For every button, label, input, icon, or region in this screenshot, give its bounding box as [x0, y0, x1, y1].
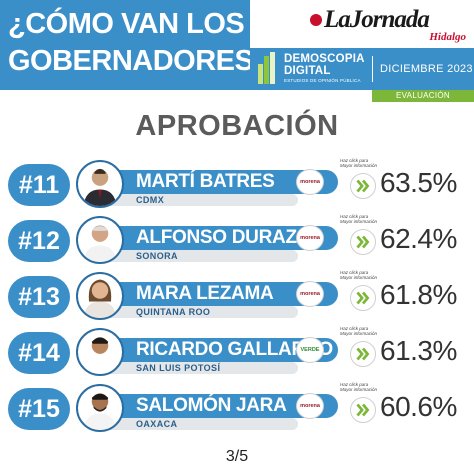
- ranking-row: #14 RICARDO GALLARDO SAN LUIS POTOSÍ VER…: [0, 326, 474, 380]
- approval-value: 62.4%: [380, 223, 457, 254]
- double-chevron-right-icon: [356, 179, 370, 193]
- person-icon: [83, 279, 117, 318]
- click-note-line-1: Haz click para: [340, 382, 369, 387]
- ranking-row: #12 ALFONSO DURAZO SONORA morena Haz cli…: [0, 214, 474, 268]
- double-chevron-right-icon: [356, 291, 370, 305]
- rank-badge: #15: [8, 388, 70, 430]
- click-note: Haz click para Mayor información: [340, 326, 377, 336]
- more-info-button[interactable]: [350, 229, 376, 255]
- click-note-line-2: Mayor información: [340, 163, 378, 168]
- survey-date: DICIEMBRE 2023: [380, 63, 473, 75]
- party-label: VERDE: [300, 347, 320, 353]
- party-label: morena: [300, 291, 320, 297]
- governor-name: RICARDO GALLARDO: [136, 339, 333, 360]
- pollster-name-line-2: DIGITAL: [284, 65, 331, 77]
- logo-dot-icon: [310, 14, 322, 26]
- rank-badge: #11: [8, 164, 70, 206]
- party-logo: morena: [296, 281, 324, 307]
- more-info-button[interactable]: [350, 341, 376, 367]
- click-note: Haz click para Mayor información: [340, 382, 377, 392]
- governor-name: MARA LEZAMA: [136, 283, 274, 304]
- party-label: morena: [300, 403, 320, 409]
- la-jornada-logo[interactable]: LaJornada Hidalgo: [310, 6, 470, 43]
- state-bar: CDMX: [108, 194, 298, 206]
- ranking-row: #15 SALOMÓN JARA OAXACA morena Haz click…: [0, 382, 474, 436]
- approval-value: 63.5%: [380, 167, 457, 198]
- governor-state: QUINTANA ROO: [136, 307, 211, 317]
- click-note: Haz click para Mayor información: [340, 158, 377, 168]
- state-bar: SAN LUIS POTOSÍ: [108, 362, 298, 374]
- logo-name: LaJornada: [324, 6, 430, 33]
- party-label: morena: [300, 179, 320, 185]
- click-note-line-2: Mayor información: [340, 331, 378, 336]
- double-chevron-right-icon: [356, 235, 370, 249]
- header-banner: [0, 0, 250, 90]
- approval-value: 60.6%: [380, 391, 457, 422]
- state-bar: OAXACA: [108, 418, 298, 430]
- person-icon: [83, 168, 117, 206]
- party-logo: morena: [296, 393, 324, 419]
- approval-value: 61.3%: [380, 335, 457, 366]
- governor-photo: [76, 272, 124, 320]
- governor-name: ALFONSO DURAZO: [136, 227, 312, 248]
- governor-state: SONORA: [136, 251, 178, 261]
- section-title: APROBACIÓN: [135, 110, 339, 142]
- pollster-tagline: ESTUDIOS DE OPINIÓN PÚBLICA: [284, 78, 361, 83]
- rank-badge: #12: [8, 220, 70, 262]
- click-note: Haz click para Mayor información: [340, 270, 377, 280]
- rank-badge: #14: [8, 332, 70, 374]
- governor-photo: [76, 384, 124, 432]
- person-icon: [83, 337, 117, 374]
- headline-line-2: GOBERNADORES?: [8, 45, 271, 77]
- governor-name: SALOMÓN JARA: [136, 395, 287, 416]
- governor-state: CDMX: [136, 195, 165, 205]
- double-chevron-right-icon: [356, 347, 370, 361]
- evaluation-label: EVALUACIÓN: [372, 90, 474, 102]
- more-info-button[interactable]: [350, 397, 376, 423]
- governor-photo: [76, 216, 124, 264]
- double-chevron-right-icon: [356, 403, 370, 417]
- governor-state: OAXACA: [136, 419, 178, 429]
- pollster-name: DEMOSCOPIA DIGITAL: [284, 53, 365, 77]
- state-bar: SONORA: [108, 250, 298, 262]
- click-note-line-1: Haz click para: [340, 326, 369, 331]
- click-note-line-2: Mayor información: [340, 387, 378, 392]
- logo-subtitle: Hidalgo: [429, 31, 466, 43]
- rank-badge: #13: [8, 276, 70, 318]
- governor-state: SAN LUIS POTOSÍ: [136, 363, 221, 373]
- person-icon: [83, 225, 117, 262]
- ranking-row: #11 MARTÍ BATRES CDMX morena Haz click p…: [0, 158, 474, 212]
- click-note-line-2: Mayor información: [340, 219, 378, 224]
- click-note-line-1: Haz click para: [340, 158, 369, 163]
- pollster-name-line-1: DEMOSCOPIA: [284, 53, 365, 65]
- pollster-banner: [250, 48, 474, 90]
- party-logo: VERDE: [296, 337, 324, 363]
- more-info-button[interactable]: [350, 173, 376, 199]
- click-note: Haz click para Mayor información: [340, 214, 377, 224]
- party-logo: morena: [296, 169, 324, 195]
- more-info-button[interactable]: [350, 285, 376, 311]
- click-note-line-1: Haz click para: [340, 214, 369, 219]
- click-note-line-1: Haz click para: [340, 270, 369, 275]
- ranking-row: #13 MARA LEZAMA QUINTANA ROO morena Haz …: [0, 270, 474, 324]
- headline-line-1: ¿CÓMO VAN LOS: [8, 8, 245, 40]
- header-divider: [372, 56, 373, 82]
- party-logo: morena: [296, 225, 324, 251]
- demoscopia-logo-icon: [258, 52, 275, 84]
- approval-value: 61.8%: [380, 279, 457, 310]
- page-indicator: 3/5: [225, 448, 249, 465]
- governor-photo: [76, 328, 124, 376]
- person-icon: [83, 393, 117, 430]
- governor-photo: [76, 160, 124, 208]
- state-bar: QUINTANA ROO: [108, 306, 298, 318]
- click-note-line-2: Mayor información: [340, 275, 378, 280]
- party-label: morena: [300, 235, 320, 241]
- governor-name: MARTÍ BATRES: [136, 171, 275, 192]
